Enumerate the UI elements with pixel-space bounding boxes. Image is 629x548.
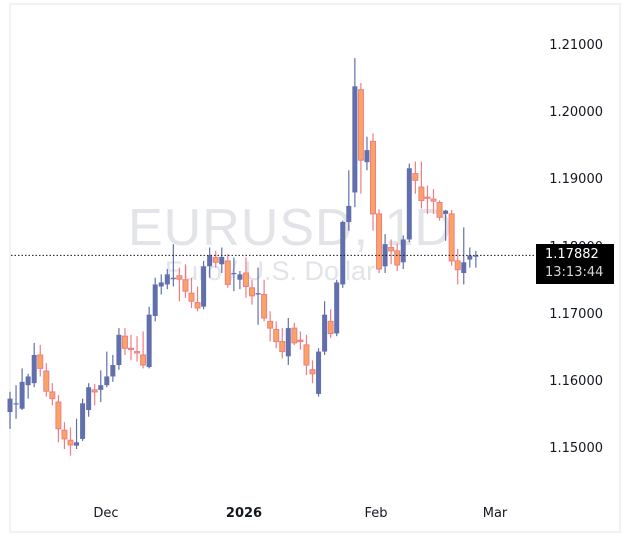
candle: [322, 301, 328, 355]
candle: [74, 418, 80, 449]
price-axis-label: 1.21000: [549, 38, 603, 53]
candle: [61, 422, 68, 449]
candle: [91, 383, 98, 406]
candle: [309, 360, 316, 384]
price-axis-label: 1.17000: [549, 306, 603, 322]
candle: [340, 220, 346, 288]
candle: [291, 322, 298, 345]
candle: [121, 328, 128, 355]
candle: [448, 209, 455, 266]
bar-countdown: 13:13:44: [545, 265, 604, 280]
time-axis-label: Mar: [482, 506, 508, 521]
candle: [13, 385, 19, 419]
candle: [86, 383, 92, 417]
candle: [98, 370, 104, 402]
candle: [43, 363, 50, 397]
candle: [394, 243, 401, 272]
candle: [164, 268, 170, 290]
candle: [297, 331, 304, 350]
candle: [364, 136, 370, 171]
candle: [285, 318, 291, 366]
candle: [242, 257, 249, 298]
candle: [37, 344, 44, 377]
candle: [224, 254, 231, 288]
candle: [25, 373, 31, 399]
candle: [140, 331, 147, 369]
candle: [201, 260, 207, 310]
candle: [418, 161, 425, 209]
candle: [443, 209, 449, 241]
candle: [388, 239, 395, 265]
candle: [467, 247, 473, 268]
time-axis-label: Feb: [364, 506, 388, 521]
candle: [182, 264, 189, 298]
candle: [116, 328, 122, 370]
candle: [146, 306, 152, 369]
candle: [267, 311, 274, 342]
candle: [424, 185, 431, 214]
candle: [158, 274, 164, 295]
candle: [207, 247, 213, 278]
candle: [7, 391, 13, 429]
candle: [134, 336, 141, 362]
candle: [473, 250, 479, 268]
candle: [376, 209, 383, 274]
time-axis-label: Dec: [93, 506, 119, 521]
candle: [31, 342, 37, 388]
price-axis-label: 1.15000: [549, 441, 603, 456]
candle: [110, 354, 116, 382]
candle: [352, 58, 358, 208]
price-axis-label: 1.19000: [549, 172, 603, 188]
price-axis-label: 1.20000: [549, 105, 603, 121]
candle: [128, 334, 134, 361]
candle: [152, 277, 158, 322]
candle: [406, 163, 412, 243]
candle: [370, 133, 376, 231]
time-axis-label: 2026: [225, 506, 263, 521]
candle: [430, 189, 437, 214]
last-price: 1.17882: [545, 247, 599, 262]
candle: [334, 279, 340, 337]
candle: [357, 82, 364, 194]
candle: [261, 279, 268, 322]
candle: [237, 271, 243, 290]
candle: [55, 395, 62, 443]
candle: [327, 309, 334, 339]
candle: [382, 234, 388, 274]
candle: [316, 348, 322, 397]
candle: [346, 170, 352, 231]
candle: [80, 398, 86, 441]
candle: [454, 248, 461, 285]
last-price-tag: 1.17882 13:13:44: [536, 244, 614, 284]
candle: [279, 328, 286, 359]
candle: [176, 267, 183, 302]
price-axis-label: 1.16000: [549, 373, 603, 389]
candle: [303, 334, 310, 376]
candle: [170, 244, 176, 287]
candle: [104, 351, 110, 388]
chart-frame: [9, 3, 621, 533]
candle: [255, 267, 261, 325]
candle: [212, 250, 219, 268]
candle: [273, 321, 280, 349]
candle: [219, 247, 225, 274]
candle: [412, 161, 419, 194]
candle: [231, 257, 237, 292]
candle: [49, 383, 56, 406]
candle: [19, 368, 25, 411]
candle: [400, 235, 406, 269]
candle: [436, 200, 443, 221]
candle: [188, 277, 195, 308]
candle: [249, 279, 255, 305]
candle: [67, 427, 74, 456]
candle: [194, 286, 201, 312]
